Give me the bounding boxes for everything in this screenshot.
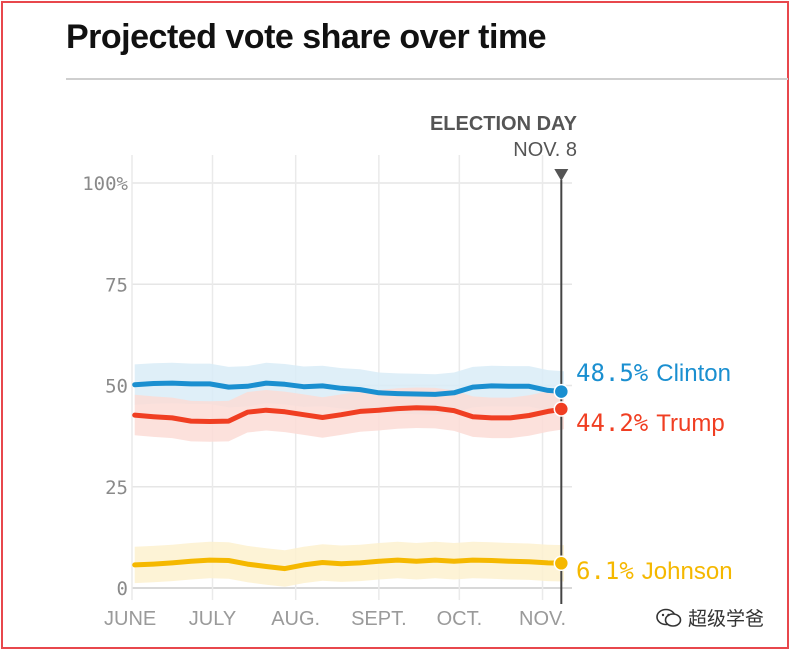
end-dot-trump [553, 401, 570, 417]
series-lines [132, 380, 567, 572]
x-tick-label: OCT. [437, 608, 483, 630]
x-axis: JUNE JULY AUG. SEPT. OCT. NOV. [104, 608, 566, 630]
chart-title: Projected vote share over time [66, 18, 547, 56]
x-tick-label: JUNE [104, 608, 156, 630]
end-name-johnson: Johnson [642, 558, 733, 585]
line-johnson [132, 557, 567, 572]
watermark: 超级学爸 [656, 604, 764, 631]
election-day-arrow-icon [554, 169, 569, 181]
watermark-text: 超级学爸 [688, 608, 765, 630]
x-tick-label: SEPT. [351, 608, 407, 630]
gridlines [131, 155, 572, 600]
end-value-trump: 44.2% [576, 409, 649, 437]
end-name-clinton: Clinton [656, 360, 731, 387]
end-name-trump: Trump [656, 410, 724, 437]
y-tick-label: 0 [117, 578, 128, 600]
title-divider [66, 78, 788, 80]
line-trump [132, 405, 567, 424]
end-value-clinton: 48.5% [576, 359, 649, 387]
wechat-icon [656, 608, 682, 627]
y-tick-label: 75 [105, 274, 128, 296]
y-tick-label: 50 [105, 376, 128, 398]
election-day-marker: ELECTION DAY NOV. 8 [430, 113, 578, 604]
x-tick-label: AUG. [271, 608, 320, 630]
x-tick-label: JULY [189, 608, 236, 630]
end-dot-clinton [553, 383, 570, 400]
y-axis: 0 25 50 75 100% [82, 173, 128, 600]
y-tick-label: 25 [105, 477, 128, 499]
end-labels: 48.5% Clinton 44.2% Trump 6.1% Johnson [553, 359, 733, 585]
x-tick-label: NOV. [519, 608, 566, 630]
line-clinton [132, 380, 567, 397]
y-tick-label: 100% [82, 173, 128, 195]
election-day-date: NOV. 8 [513, 139, 577, 161]
election-day-title: ELECTION DAY [430, 113, 578, 135]
uncertainty-bands [134, 362, 564, 587]
end-value-johnson: 6.1% [576, 557, 634, 585]
end-dot-johnson [553, 555, 570, 572]
